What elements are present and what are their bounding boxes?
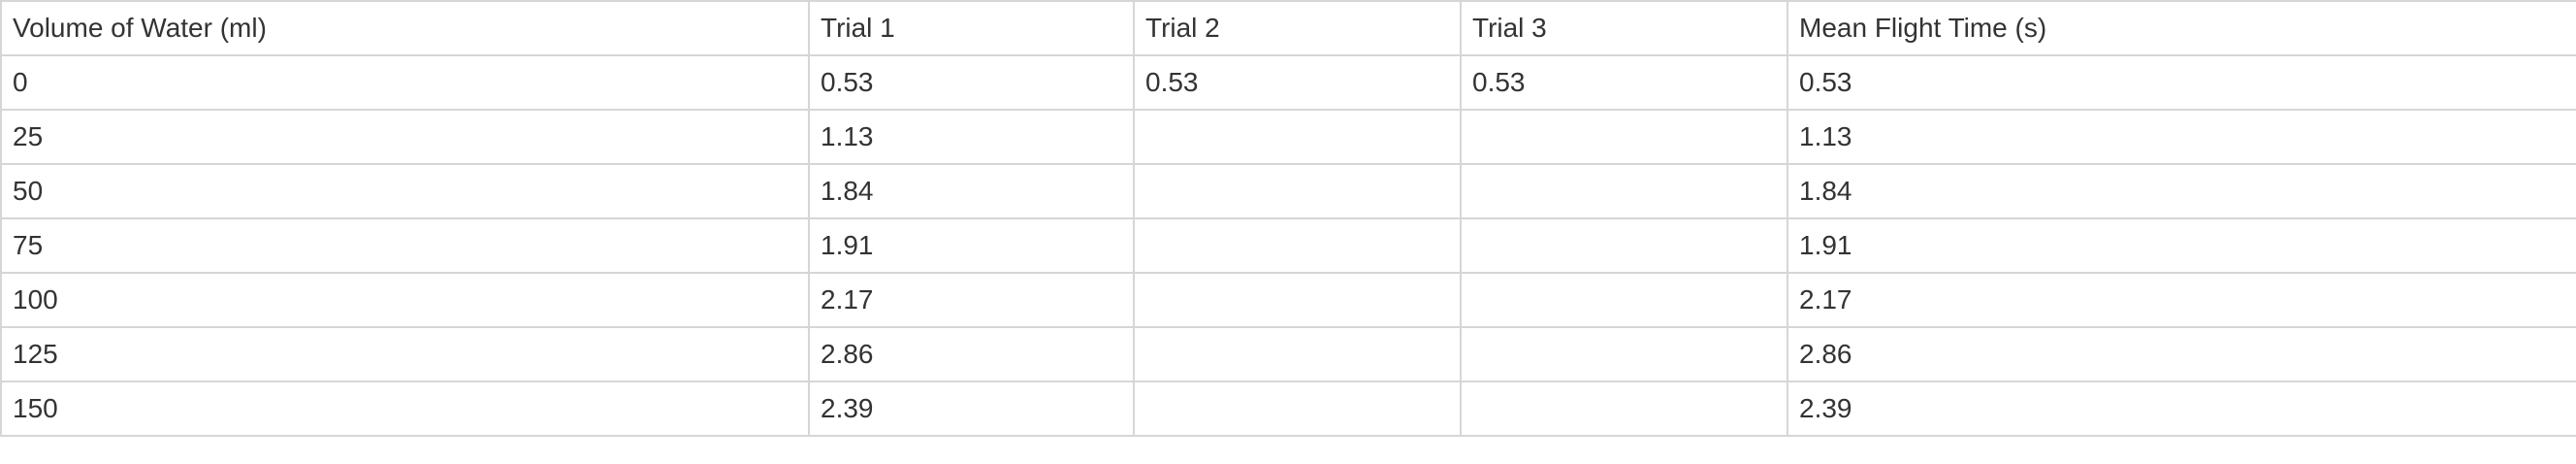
header-row: Volume of Water (ml) Trial 1 Trial 2 Tri…	[0, 0, 2576, 56]
header-volume: Volume of Water (ml)	[0, 0, 810, 56]
cell-trial-3	[1460, 217, 1788, 274]
cell-volume: 0	[0, 54, 810, 111]
cell-mean-flight-time: 1.91	[1787, 217, 2576, 274]
cell-trial-1: 2.17	[808, 272, 1135, 328]
cell-mean-flight-time: 2.86	[1787, 326, 2576, 382]
cell-trial-3: 0.53	[1460, 54, 1788, 111]
cell-volume: 150	[0, 381, 810, 437]
cell-volume: 75	[0, 217, 810, 274]
cell-trial-3	[1460, 326, 1788, 382]
cell-trial-3	[1460, 381, 1788, 437]
cell-trial-1: 1.91	[808, 217, 1135, 274]
cell-trial-2	[1133, 217, 1462, 274]
header-trial-3: Trial 3	[1460, 0, 1788, 56]
cell-trial-2: 0.53	[1133, 54, 1462, 111]
table-row: 0 0.53 0.53 0.53 0.53	[0, 54, 2576, 111]
table-row: 75 1.91 1.91	[0, 217, 2576, 274]
cell-mean-flight-time: 0.53	[1787, 54, 2576, 111]
header-mean-flight-time: Mean Flight Time (s)	[1787, 0, 2576, 56]
table-row: 125 2.86 2.86	[0, 326, 2576, 382]
cell-trial-1: 2.86	[808, 326, 1135, 382]
cell-mean-flight-time: 2.17	[1787, 272, 2576, 328]
table-row: 100 2.17 2.17	[0, 272, 2576, 328]
cell-trial-3	[1460, 109, 1788, 165]
cell-volume: 25	[0, 109, 810, 165]
table-row: 150 2.39 2.39	[0, 381, 2576, 437]
table-row: 25 1.13 1.13	[0, 109, 2576, 165]
cell-trial-2	[1133, 381, 1462, 437]
cell-trial-1: 1.84	[808, 163, 1135, 219]
cell-trial-2	[1133, 163, 1462, 219]
cell-volume: 50	[0, 163, 810, 219]
cell-trial-1: 1.13	[808, 109, 1135, 165]
cell-mean-flight-time: 2.39	[1787, 381, 2576, 437]
cell-trial-2	[1133, 109, 1462, 165]
cell-mean-flight-time: 1.13	[1787, 109, 2576, 165]
table-row: 50 1.84 1.84	[0, 163, 2576, 219]
cell-volume: 125	[0, 326, 810, 382]
cell-trial-2	[1133, 326, 1462, 382]
header-trial-2: Trial 2	[1133, 0, 1462, 56]
header-trial-1: Trial 1	[808, 0, 1135, 56]
cell-mean-flight-time: 1.84	[1787, 163, 2576, 219]
cell-volume: 100	[0, 272, 810, 328]
cell-trial-1: 0.53	[808, 54, 1135, 111]
cell-trial-3	[1460, 163, 1788, 219]
cell-trial-2	[1133, 272, 1462, 328]
flight-time-table: Volume of Water (ml) Trial 1 Trial 2 Tri…	[0, 0, 2576, 437]
cell-trial-1: 2.39	[808, 381, 1135, 437]
data-table-container: Volume of Water (ml) Trial 1 Trial 2 Tri…	[0, 0, 2576, 437]
cell-trial-3	[1460, 272, 1788, 328]
